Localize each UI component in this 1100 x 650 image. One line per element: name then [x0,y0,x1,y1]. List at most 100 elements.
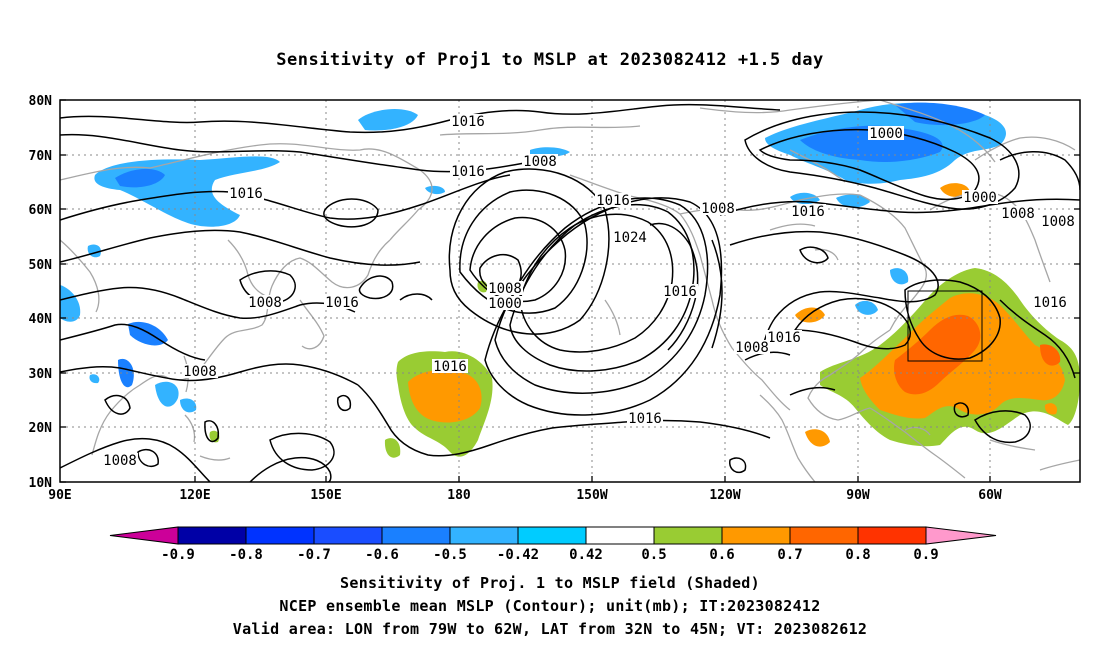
footer-line-contour: NCEP ensemble mean MSLP (Contour); unit(… [279,597,821,615]
contour-label-bg [962,190,998,204]
colorbar-label: 0.7 [777,547,802,563]
footer-line-valid-area: Valid area: LON from 79W to 62W, LAT fro… [232,620,868,638]
contour-label: 1016 [1033,295,1067,311]
lat-label: 70N [29,149,53,164]
contour-label-bg [1040,214,1076,228]
colorbar-label: 0.8 [845,547,870,563]
colorbar-swatch [585,526,655,545]
neg-shade-small2 [425,185,445,195]
colorbar-label: 0.9 [913,547,938,563]
longitude-labels: 90E 120E 150E 180 150W 120W 90W 60W [48,488,1002,503]
contour-label: 1008 [248,295,282,311]
pos-shade-central-pacific-orange [408,370,482,423]
neg-shade-arctic1 [358,108,418,131]
contour-label-bg [627,411,663,425]
coastlines [60,100,1080,482]
contour-label: 1000 [869,126,903,142]
colorbar-swatch [857,526,927,545]
colorbar-swatch [517,526,587,545]
contour-label: 1016 [791,204,825,220]
lat-label: 10N [29,476,53,491]
neg-shade-atl2 [890,268,909,285]
pos-shade-gulf2 [795,307,825,323]
colorbar-swatch [449,526,519,545]
colorbar-swatch [245,526,315,545]
neg-shade-siberia-core [115,168,165,188]
contour-label: 1016 [451,164,485,180]
contour-label-bg [1032,295,1068,309]
contour-label: 1016 [325,295,359,311]
lat-label: 60N [29,203,53,218]
graticule [60,100,1080,482]
map-frame [59,99,1081,483]
neg-shade-scs [118,358,134,388]
lon-label: 60W [978,488,1002,503]
figure-title: Sensitivity of Proj1 to MSLP at 20230824… [276,50,824,70]
contour-label: 1016 [628,411,662,427]
contour-label-bg [612,230,648,244]
lat-label: 50N [29,258,53,273]
colorbar-label: 0.42 [569,547,603,563]
colorbar-label: -0.5 [433,547,467,563]
contour-label: 1016 [433,359,467,375]
neg-shade-canada [836,194,870,208]
lon-label: 90W [846,488,870,503]
lat-label: 40N [29,312,53,327]
contour-label: 1008 [701,201,735,217]
pos-shade-gulf [805,429,830,447]
contour-label-bg [734,340,770,354]
contour-label: 1008 [1001,206,1035,222]
neg-shade-small3 [89,374,100,384]
colorbar-label: -0.42 [497,547,539,563]
contour-label: 1000 [488,296,522,312]
lat-label: 20N [29,421,53,436]
contour-label: 1024 [613,230,647,246]
contour-label-bg [522,154,558,168]
contour-label: 1016 [767,330,801,346]
neg-shade-baffin [895,102,985,126]
colorbar-label: -0.6 [365,547,399,563]
colorbar-label: 0.5 [641,547,666,563]
colorbar-low-arrow [109,526,179,545]
contour-label-bg [450,114,486,128]
colorbar-label: -0.7 [297,547,331,563]
contour-label: 1016 [229,186,263,202]
axis-ticks [60,99,1080,483]
contour-label-bg [487,296,523,310]
contour-label-bg [1000,206,1036,220]
lon-label: 120E [179,488,210,503]
neg-shade-pac-sm1 [180,398,197,413]
contour-label-bg [595,193,631,207]
contour-label: 1008 [183,364,217,380]
contour-label: 1016 [451,114,485,130]
colorbar-label: -0.9 [161,547,195,563]
contour-label: 1016 [596,193,630,209]
neg-shade-philippines [155,381,179,407]
lon-label: 90E [48,488,71,503]
contour-label-bg [102,453,138,467]
shaded-sensitivity [60,102,1080,458]
contour-label-bg [450,164,486,178]
pos-shade-small-c [1044,403,1058,415]
pos-shade-atlantic-red2 [1040,344,1061,366]
contour-labels: 1016 1016 1008 1016 1016 1024 1008 1016 1000 1000… [102,114,1076,469]
colorbar-swatch [789,526,859,545]
contour-label-bg [790,204,826,218]
contour-label-bg [487,281,523,295]
contour-label-bg [662,284,698,298]
valid-area-box [907,290,983,362]
contour-label: 1008 [103,453,137,469]
contour-label-bg [247,295,283,309]
lon-label: 150W [576,488,607,503]
contour-label: 1016 [663,284,697,300]
latitude-labels: 80N 70N 60N 50N 40N 30N 20N 10N [29,94,53,491]
contour-label-bg [228,186,264,200]
colorbar-swatch [177,526,247,545]
map-panel: 1016 1016 1008 1016 1016 1024 1008 1016 1000 1000… [29,94,1081,503]
lat-label: 30N [29,367,53,382]
lon-label: 120W [709,488,740,503]
lat-label: 80N [29,94,53,109]
contour-label-bg [432,359,468,373]
colorbar-swatch [721,526,791,545]
